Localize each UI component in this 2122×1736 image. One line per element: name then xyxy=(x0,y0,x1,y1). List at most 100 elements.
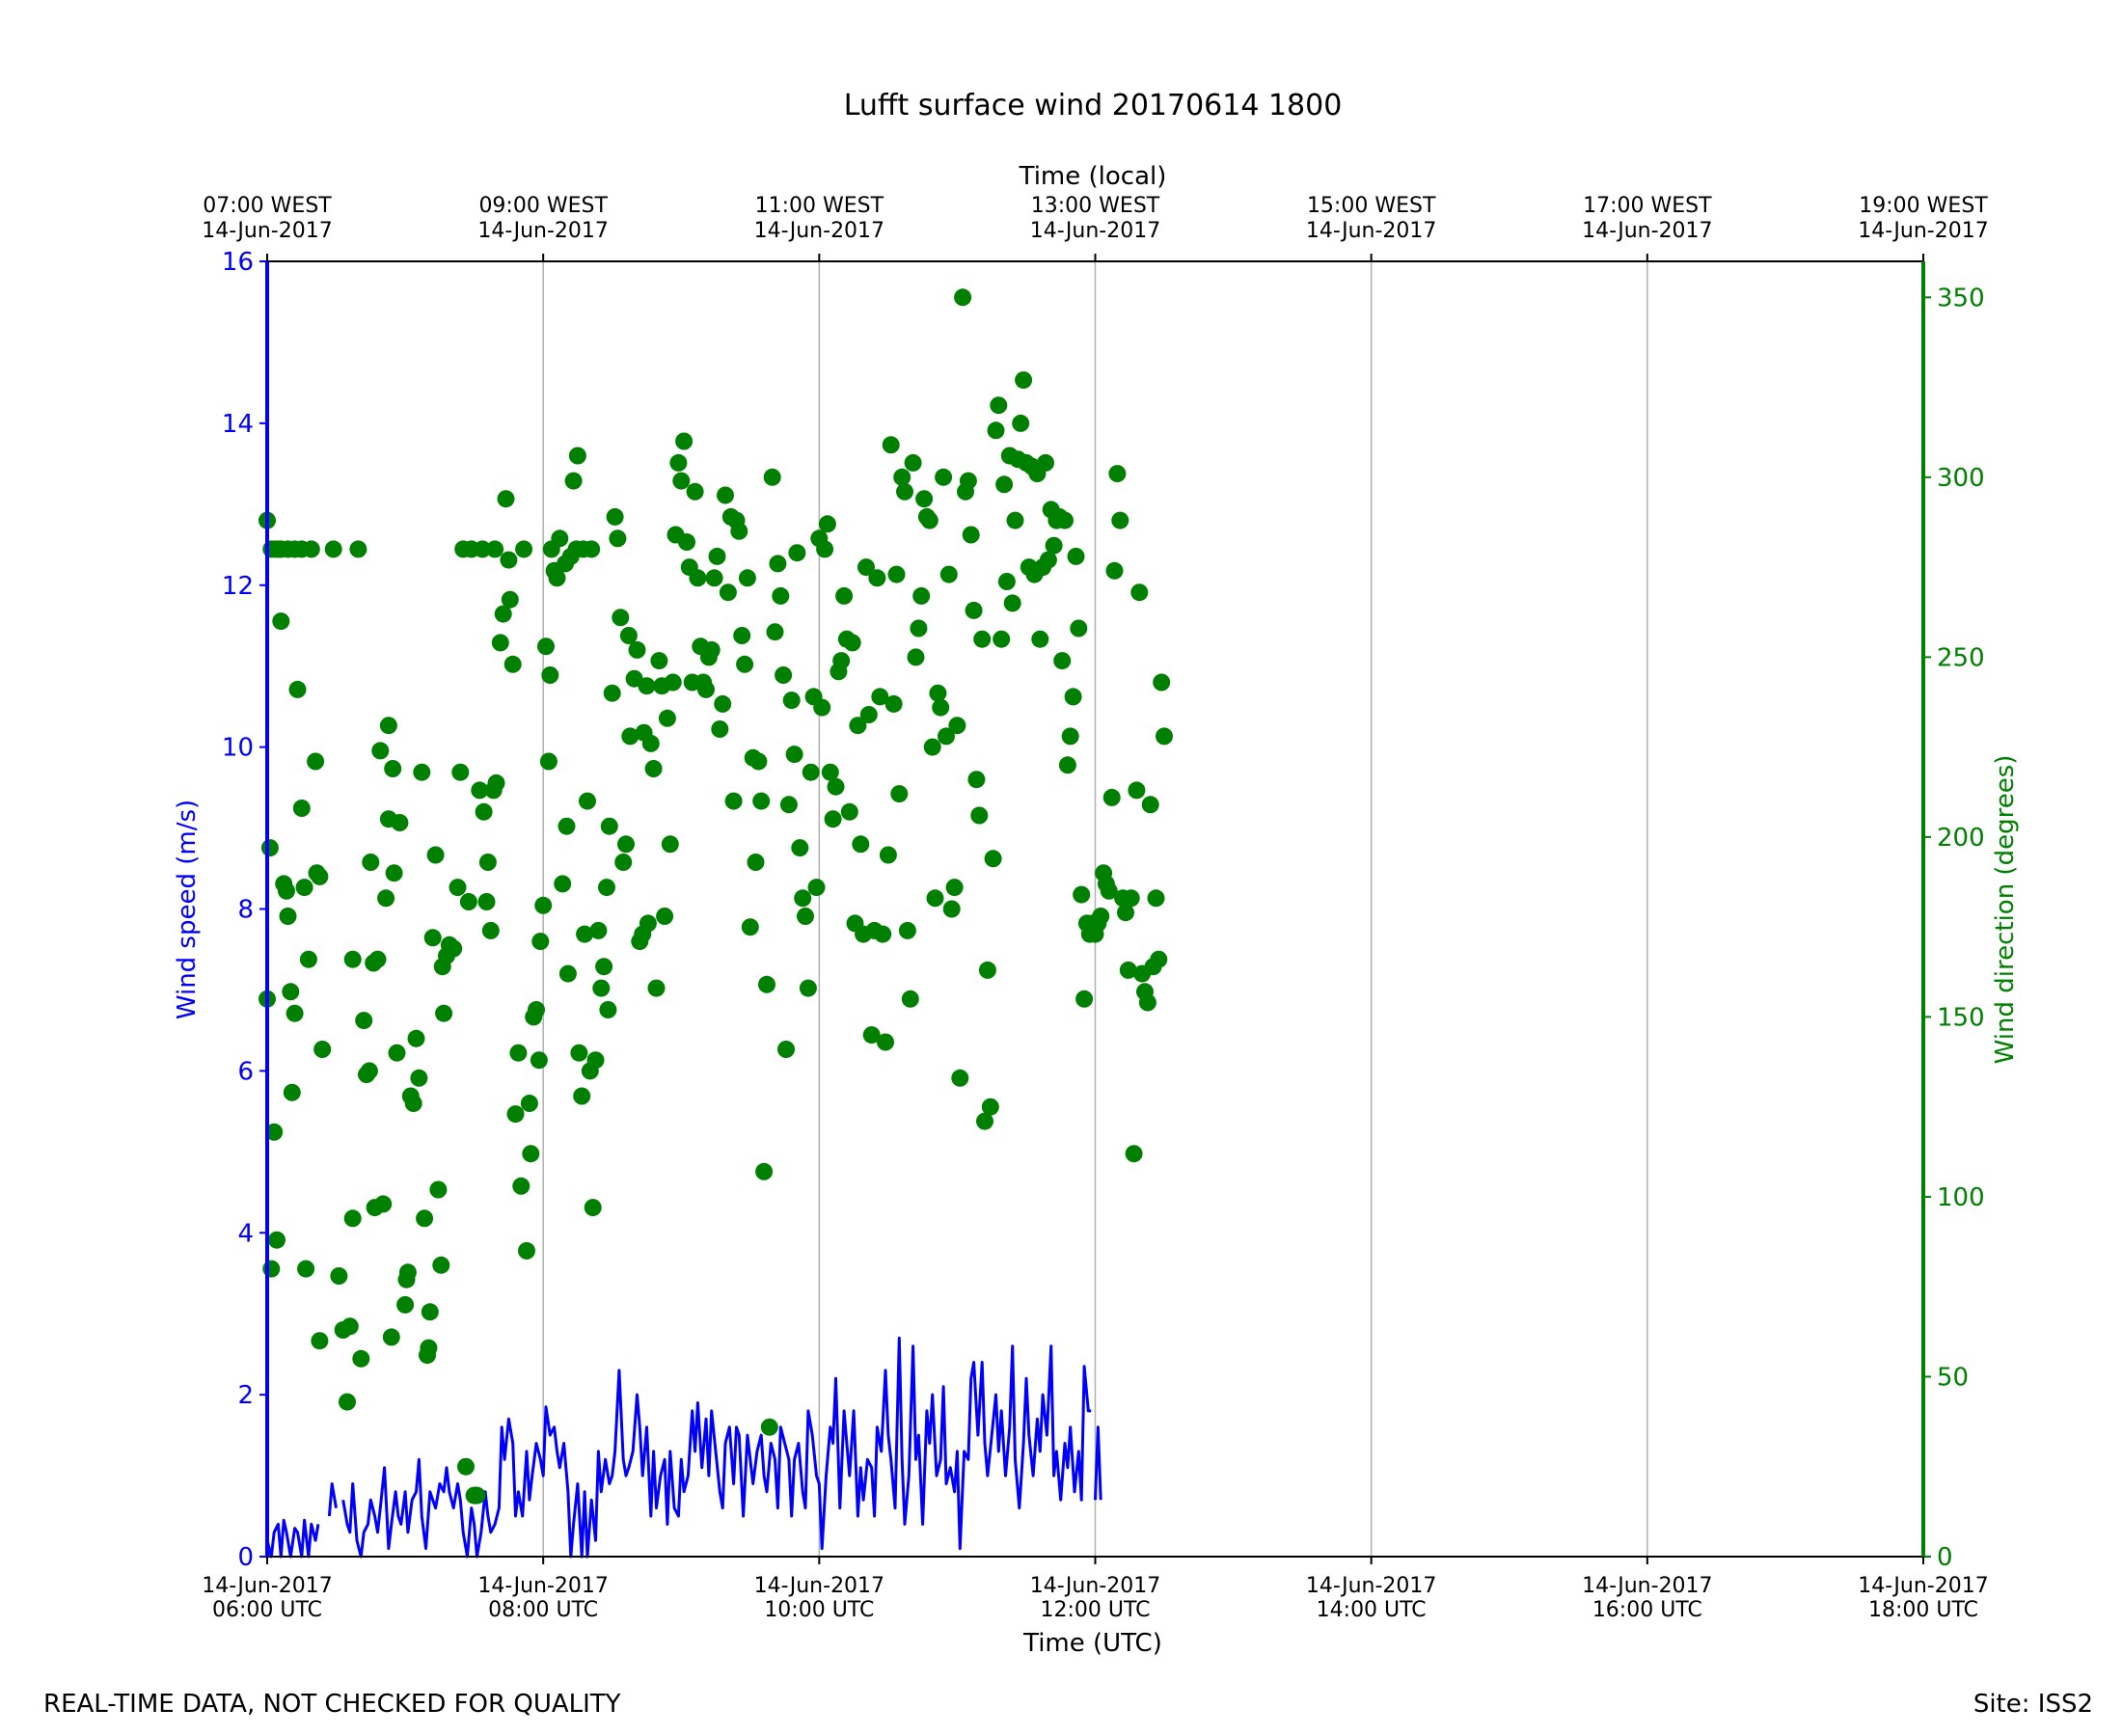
wind-direction-point xyxy=(705,569,723,587)
wind-direction-point xyxy=(520,1095,538,1112)
wind-direction-point xyxy=(297,1260,315,1278)
wind-direction-point xyxy=(413,763,431,781)
wind-direction-point xyxy=(371,742,390,760)
wind-direction-point xyxy=(548,569,566,587)
wind-direction-point xyxy=(788,544,806,562)
wind-direction-point xyxy=(912,586,931,605)
wind-direction-point xyxy=(307,752,325,771)
wind-direction-point xyxy=(362,854,380,871)
wind-direction-point xyxy=(349,540,367,558)
wind-direction-point xyxy=(603,684,621,702)
top-tick-time: 15:00 WEST xyxy=(1307,194,1436,218)
wind-direction-point xyxy=(1015,371,1033,390)
wind-direction-point xyxy=(382,1328,400,1346)
wind-direction-point xyxy=(500,551,518,569)
wind-direction-point xyxy=(678,533,695,551)
wind-direction-point xyxy=(429,1180,448,1199)
y-tick-label: 12 xyxy=(222,572,254,601)
wind-direction-point xyxy=(871,688,889,706)
wind-direction-point xyxy=(541,666,559,684)
wind-direction-point xyxy=(1141,796,1159,814)
y-tick-label: 8 xyxy=(237,896,254,925)
top-tick-time: 19:00 WEST xyxy=(1859,194,1988,218)
wind-direction-point xyxy=(385,864,403,882)
wind-direction-series xyxy=(258,288,1173,1505)
wind-direction-point xyxy=(278,882,295,900)
wind-direction-point xyxy=(459,893,477,910)
x-tick-time: 14:00 UTC xyxy=(1317,1598,1427,1622)
wind-direction-point xyxy=(755,1162,774,1180)
wind-direction-point xyxy=(1003,594,1021,612)
x-tick-time: 12:00 UTC xyxy=(1040,1598,1150,1622)
wind-direction-point xyxy=(564,472,583,490)
wind-direction-point xyxy=(818,515,836,533)
top-tick-date: 14-Jun-2017 xyxy=(202,219,332,243)
wind-direction-point xyxy=(641,734,660,752)
top-tick-time: 13:00 WEST xyxy=(1031,194,1160,218)
y-tick-label: 6 xyxy=(237,1057,254,1086)
wind-direction-point xyxy=(494,605,512,623)
wind-direction-point xyxy=(702,640,721,659)
wind-direction-point xyxy=(915,490,934,508)
wind-direction-point xyxy=(1067,547,1085,565)
wind-direction-point xyxy=(1031,630,1049,648)
wind-direction-point xyxy=(661,835,679,854)
wind-direction-point xyxy=(802,763,820,781)
wind-direction-point xyxy=(647,979,666,997)
wind-direction-point xyxy=(797,908,814,925)
wind-direction-point xyxy=(1075,990,1094,1008)
wind-direction-point xyxy=(984,850,1002,868)
wind-direction-point xyxy=(292,800,311,817)
wind-direction-point xyxy=(355,1012,373,1030)
wind-speed-line xyxy=(1094,1425,1102,1501)
wind-speed-line xyxy=(341,1336,1092,1559)
x-tick-date: 14-Jun-2017 xyxy=(202,1574,332,1598)
wind-direction-point xyxy=(962,526,980,544)
wind-direction-point xyxy=(997,573,1016,590)
wind-direction-point xyxy=(288,680,307,698)
wind-direction-point xyxy=(551,529,569,548)
wind-direction-point xyxy=(621,727,639,746)
wind-direction-point xyxy=(719,583,737,602)
wind-direction-point xyxy=(313,1041,332,1058)
wind-direction-point xyxy=(272,612,290,631)
wind-direction-point xyxy=(945,879,964,897)
wind-direction-point xyxy=(1070,619,1088,637)
wind-direction-point xyxy=(736,655,754,673)
y2-tick-label: 200 xyxy=(1937,824,1985,853)
wind-direction-point xyxy=(910,619,928,637)
x-tick-date: 14-Jun-2017 xyxy=(1306,1574,1436,1598)
wind-direction-point xyxy=(970,806,989,825)
wind-direction-point xyxy=(730,522,748,540)
x-tick-time: 06:00 UTC xyxy=(212,1598,322,1622)
wind-direction-point xyxy=(1122,889,1140,908)
wind-direction-point xyxy=(877,1033,894,1051)
wind-direction-point xyxy=(1108,465,1127,483)
wind-direction-point xyxy=(843,634,861,652)
wind-direction-point xyxy=(343,1209,362,1228)
wind-direction-point xyxy=(711,720,729,738)
wind-direction-point xyxy=(388,1044,406,1062)
y-tick-label: 10 xyxy=(222,734,254,763)
wind-direction-point xyxy=(752,792,771,810)
wind-direction-point xyxy=(282,983,300,1001)
wind-direction-point xyxy=(518,1241,535,1260)
wind-direction-point xyxy=(932,698,950,717)
wind-direction-point xyxy=(471,781,489,800)
wind-direction-point xyxy=(468,1486,486,1505)
wind-direction-point xyxy=(530,1051,548,1070)
wind-direction-point xyxy=(807,879,826,897)
wind-direction-point xyxy=(501,590,519,609)
wind-direction-point xyxy=(852,835,870,854)
wind-direction-point xyxy=(343,950,362,968)
wind-direction-point xyxy=(741,918,759,936)
wind-direction-point xyxy=(374,1195,393,1213)
wind-direction-point xyxy=(584,1199,602,1217)
wind-direction-point xyxy=(503,655,522,673)
wind-direction-point xyxy=(714,694,732,713)
wind-direction-point xyxy=(377,889,395,908)
wind-direction-point xyxy=(522,1145,540,1163)
wind-direction-point xyxy=(835,586,854,605)
wind-speed-line xyxy=(327,1482,338,1517)
x-tick-time: 16:00 UTC xyxy=(1592,1598,1702,1622)
